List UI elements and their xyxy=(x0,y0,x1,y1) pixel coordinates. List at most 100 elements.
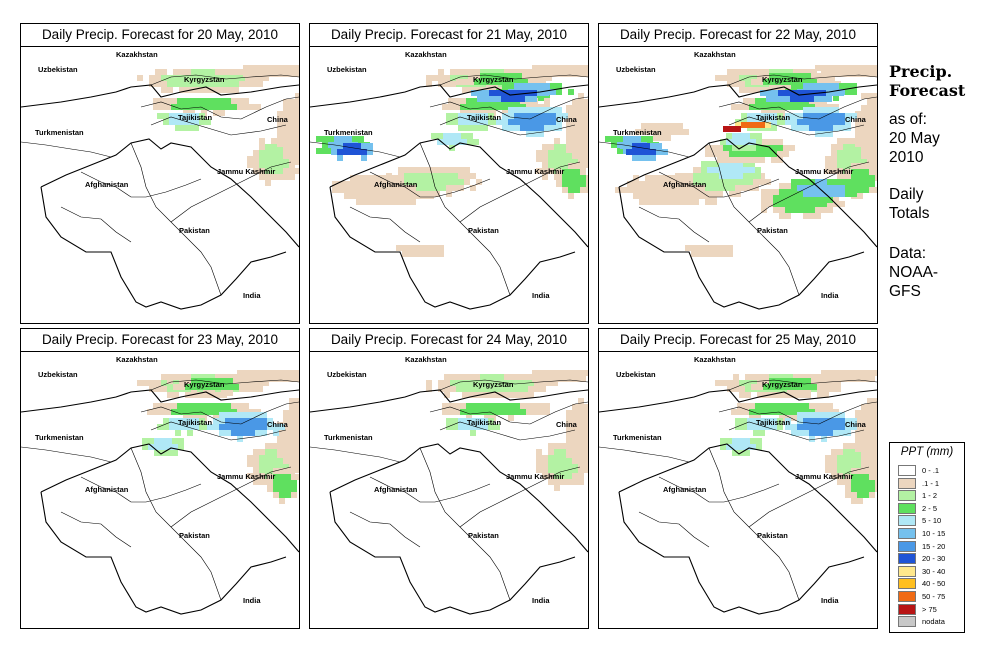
precip-cell xyxy=(861,404,867,410)
precip-cell xyxy=(462,392,468,398)
border-line xyxy=(310,84,588,108)
precip-cell xyxy=(833,370,839,376)
precip-cell xyxy=(501,96,507,102)
precip-cell xyxy=(562,113,568,119)
precip-cell xyxy=(759,151,765,157)
precip-cell xyxy=(542,150,548,156)
precip-cell xyxy=(177,409,183,415)
precip-cell xyxy=(738,133,744,139)
precip-cell xyxy=(362,193,368,199)
precip-cell xyxy=(191,384,197,390)
border-line xyxy=(658,476,780,503)
precip-cell xyxy=(291,480,297,486)
precip-cell xyxy=(283,434,289,440)
precip-cell xyxy=(289,174,295,180)
precip-cell xyxy=(831,449,837,455)
precip-cell xyxy=(761,98,767,104)
precip-cell xyxy=(486,386,492,392)
precip-cell xyxy=(548,144,554,150)
border-line xyxy=(728,74,877,86)
precip-cell xyxy=(769,73,775,79)
sidebar-totals-line2: Totals xyxy=(889,205,930,222)
precip-cell xyxy=(283,440,289,446)
precip-cell xyxy=(532,107,538,113)
precip-cell xyxy=(615,187,621,193)
precip-cell xyxy=(283,446,289,452)
border-line xyxy=(150,116,287,136)
precip-cell xyxy=(267,71,273,77)
precip-cell xyxy=(478,104,484,110)
precip-cell xyxy=(845,474,851,480)
precip-cell xyxy=(863,181,869,187)
precip-cell xyxy=(651,175,657,181)
precip-cell xyxy=(283,129,289,135)
precip-cell xyxy=(295,129,299,135)
precip-cell xyxy=(368,199,374,205)
precip-cell xyxy=(827,376,833,382)
precip-cell xyxy=(681,199,687,205)
legend-swatch xyxy=(898,477,916,489)
precip-cell xyxy=(291,486,297,492)
precip-cell xyxy=(460,104,466,110)
precip-cell xyxy=(279,492,285,498)
precip-cell xyxy=(719,161,725,167)
sidebar-data-line2: NOAA- xyxy=(889,264,939,281)
precip-cell xyxy=(675,181,681,187)
precip-cell xyxy=(797,430,803,436)
precip-cell xyxy=(498,69,504,75)
precip-cell xyxy=(815,125,821,131)
precip-cell xyxy=(875,370,877,376)
border-line xyxy=(130,447,222,601)
precip-cell xyxy=(827,71,833,77)
precip-map xyxy=(310,370,588,615)
precip-cell xyxy=(873,428,877,434)
precip-cell xyxy=(219,98,225,104)
precip-cell xyxy=(675,187,681,193)
precip-cell xyxy=(532,83,538,89)
precip-cell xyxy=(869,71,875,77)
precip-cell xyxy=(466,403,472,409)
precip-cell xyxy=(875,486,877,492)
precip-cell xyxy=(650,143,656,149)
border-line xyxy=(349,206,421,243)
precip-cell xyxy=(715,75,721,81)
precip-cell xyxy=(259,455,265,461)
precip-cell xyxy=(572,105,578,111)
border-line xyxy=(369,171,491,198)
precip-cell xyxy=(839,191,845,197)
precip-cell xyxy=(803,207,809,213)
precip-cell xyxy=(765,145,771,151)
precip-cell xyxy=(338,187,344,193)
precip-cell xyxy=(745,69,751,75)
panel-map: Kazakhstan Uzbekistan Kyrgyzstan Tajikistan… xyxy=(599,47,877,323)
precip-cell xyxy=(179,374,185,380)
precip-cell xyxy=(283,111,289,117)
precip-cell xyxy=(851,474,857,480)
border-line xyxy=(638,511,710,548)
precip-cell xyxy=(548,156,554,162)
precip-cell xyxy=(805,374,811,380)
precip-cell xyxy=(175,430,181,436)
border-line xyxy=(329,186,576,310)
precip-cell xyxy=(759,113,765,119)
precip-cell xyxy=(705,145,711,151)
precip-cell xyxy=(239,374,245,380)
precip-cell xyxy=(257,384,263,390)
precip-cell xyxy=(392,179,398,185)
precip-cell xyxy=(650,149,656,155)
precip-cell xyxy=(709,245,715,251)
precip-cell xyxy=(787,390,793,396)
precip-cell xyxy=(193,125,199,131)
precip-cell xyxy=(454,403,460,409)
precip-cell xyxy=(747,424,753,430)
precip-cell xyxy=(578,123,584,129)
precip-cell xyxy=(175,119,181,125)
precip-cell xyxy=(843,455,849,461)
precip-cell xyxy=(476,179,482,185)
precip-cell xyxy=(410,185,416,191)
precip-cell xyxy=(757,384,763,390)
precip-cell xyxy=(791,83,797,89)
precip-cell xyxy=(839,125,845,131)
precip-cell xyxy=(705,179,711,185)
precip-cell xyxy=(815,213,821,219)
